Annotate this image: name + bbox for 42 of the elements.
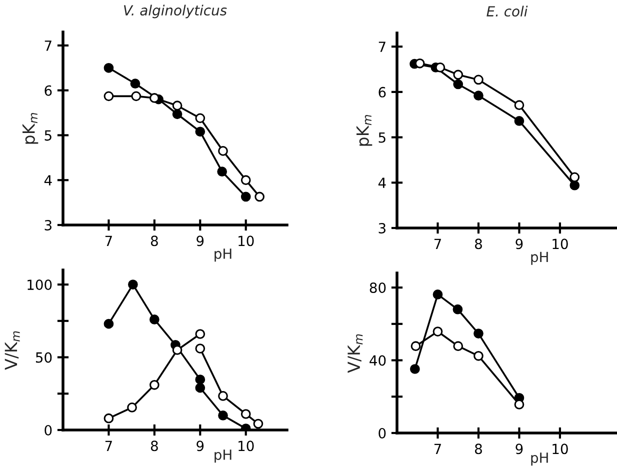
x-axis-title: pH bbox=[531, 252, 548, 265]
x-tick-label: 10 bbox=[238, 440, 254, 452]
y-tick-label: 7 bbox=[378, 42, 386, 52]
y-tick-label: 4 bbox=[44, 175, 52, 186]
x-tick-label: 7 bbox=[105, 236, 112, 246]
x-tick-label: 10 bbox=[552, 238, 568, 250]
y-tick-label: 5 bbox=[44, 130, 52, 141]
x-tick-label: 7 bbox=[105, 440, 112, 451]
y-tick-label: 3 bbox=[378, 222, 386, 234]
x-axis-title: pH bbox=[214, 450, 232, 463]
y-axis-title: V/K$_{m}$ bbox=[348, 334, 363, 373]
x-tick-label: 8 bbox=[150, 440, 158, 452]
x-tick-label: 7 bbox=[434, 444, 441, 454]
y-tick-label: 7 bbox=[44, 40, 52, 51]
y-tick-label: 80 bbox=[370, 282, 386, 294]
x-tick-label: 8 bbox=[475, 238, 482, 250]
y-tick-label: 0 bbox=[44, 424, 52, 436]
y-tick-label: 50 bbox=[36, 352, 52, 363]
y-tick-label: 100 bbox=[28, 280, 52, 290]
y-tick-label: 6 bbox=[378, 86, 386, 98]
y-axis-title: V/K$_{m}$ bbox=[4, 331, 20, 370]
x-tick-label: 9 bbox=[516, 238, 523, 250]
y-tick-label: 3 bbox=[44, 220, 52, 230]
y-tick-label: 40 bbox=[370, 355, 386, 366]
x-tick-label: 9 bbox=[196, 236, 204, 246]
x-tick-label: 9 bbox=[516, 444, 523, 454]
x-tick-label: 9 bbox=[196, 440, 204, 452]
y-tick-label: 6 bbox=[44, 85, 52, 96]
x-tick-label: 8 bbox=[150, 236, 158, 246]
y-axis-title: pK$_{m}$ bbox=[22, 113, 38, 144]
y-tick-label: 4 bbox=[378, 178, 386, 188]
x-tick-label: 7 bbox=[434, 238, 441, 249]
y-tick-label: 5 bbox=[378, 132, 386, 143]
chart-title: E. coli bbox=[486, 6, 528, 17]
y-tick-label: 0 bbox=[378, 428, 386, 438]
y-axis-title: pK$_{m}$ bbox=[356, 115, 372, 146]
chart-title: V. alginolyticus bbox=[124, 4, 227, 18]
x-tick-label: 10 bbox=[238, 236, 254, 246]
x-axis-title: pH bbox=[531, 452, 548, 466]
x-axis-title: pH bbox=[214, 248, 232, 262]
x-tick-label: 10 bbox=[552, 444, 568, 454]
x-tick-label: 8 bbox=[475, 444, 482, 454]
